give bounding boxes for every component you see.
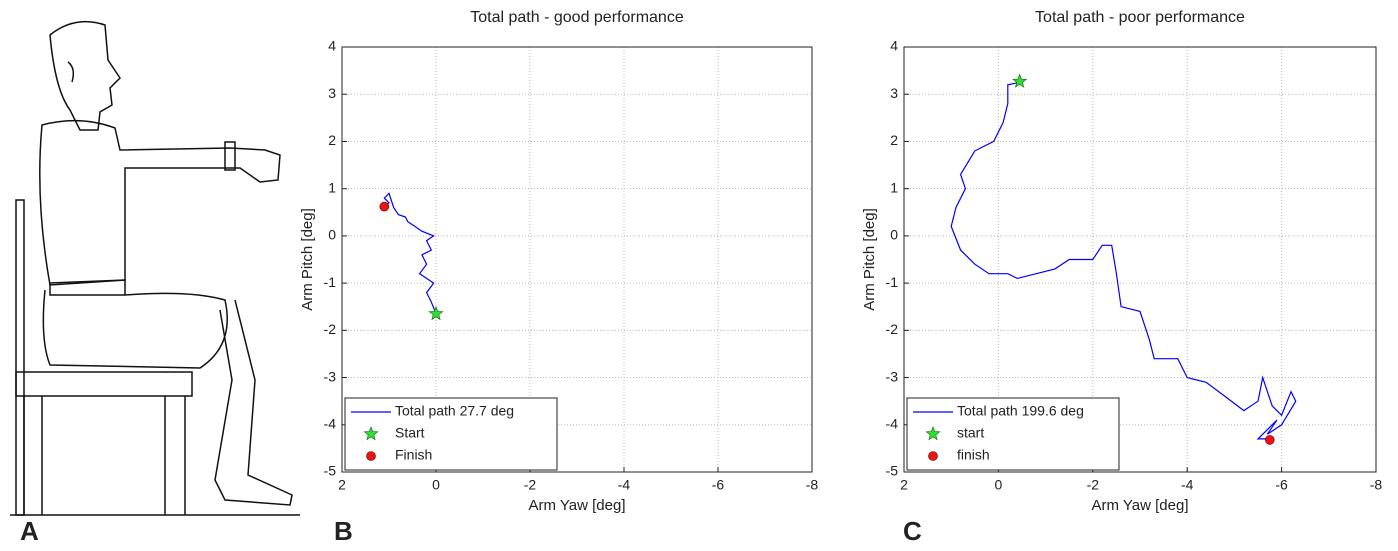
legend-label: Total path 199.6 deg <box>957 403 1084 419</box>
legend-swatch <box>363 426 379 441</box>
x-tick-label: -6 <box>1275 477 1288 493</box>
legend-swatch <box>366 451 376 461</box>
legend-label: start <box>957 425 984 441</box>
y-tick-label: -1 <box>886 274 899 290</box>
chart-title: Total path - good performance <box>470 9 684 26</box>
y-tick-label: -4 <box>324 415 337 431</box>
panel-label: A <box>20 516 39 546</box>
x-tick-label: -8 <box>1370 477 1383 493</box>
path-line <box>950 81 1297 440</box>
y-tick-label: 4 <box>328 38 336 54</box>
start-marker <box>428 305 444 321</box>
chart-title: Total path - poor performance <box>1035 9 1245 26</box>
y-tick-label: -2 <box>324 321 337 337</box>
y-tick-label: 2 <box>328 132 336 148</box>
legend-label: Finish <box>395 447 432 463</box>
x-tick-label: 2 <box>900 477 908 493</box>
y-tick-label: 0 <box>890 227 898 243</box>
x-tick-label: -6 <box>712 477 725 493</box>
seated-person-drawing <box>10 20 300 516</box>
y-tick-label: -3 <box>324 368 337 384</box>
x-tick-label: -4 <box>618 477 631 493</box>
y-tick-label: -3 <box>886 368 899 384</box>
x-tick-label: 0 <box>995 477 1003 493</box>
y-tick-label: -2 <box>886 321 899 337</box>
x-axis-label: Arm Yaw [deg] <box>529 497 626 514</box>
path-line <box>383 192 437 315</box>
y-tick-label: 1 <box>890 179 898 195</box>
x-tick-label: -2 <box>1087 477 1100 493</box>
legend-label: Start <box>395 425 425 441</box>
y-tick-label: -5 <box>324 463 337 479</box>
x-tick-label: -2 <box>524 477 537 493</box>
x-tick-label: 0 <box>432 477 440 493</box>
y-tick-label: 0 <box>328 227 336 243</box>
y-tick-label: -1 <box>324 274 337 290</box>
y-tick-label: 3 <box>328 85 336 101</box>
legend-box <box>344 397 558 471</box>
finish-marker <box>1265 435 1275 445</box>
panel-label: B <box>334 516 353 546</box>
legend-box <box>906 397 1120 471</box>
y-tick-label: 1 <box>328 179 336 195</box>
y-tick-label: 3 <box>890 85 898 101</box>
legend-label: Total path 27.7 deg <box>395 403 514 419</box>
y-tick-label: -4 <box>886 415 899 431</box>
y-tick-label: 2 <box>890 132 898 148</box>
plot-frame <box>903 46 1377 473</box>
start-marker <box>1012 73 1028 88</box>
x-tick-label: -8 <box>806 477 819 493</box>
x-axis-label: Arm Yaw [deg] <box>1092 497 1189 514</box>
y-tick-label: 4 <box>890 38 898 54</box>
legend-label: finish <box>957 447 990 463</box>
y-axis-label: Arm Pitch [deg] <box>299 208 316 311</box>
legend-swatch <box>928 451 938 461</box>
finish-marker <box>379 201 390 212</box>
plot-frame <box>341 46 813 473</box>
y-tick-label: -5 <box>886 463 899 479</box>
panel-label: C <box>903 516 922 546</box>
legend-swatch <box>925 426 941 441</box>
x-tick-label: -4 <box>1181 477 1194 493</box>
y-axis-label: Arm Pitch [deg] <box>861 208 878 311</box>
x-tick-label: 2 <box>338 477 346 493</box>
